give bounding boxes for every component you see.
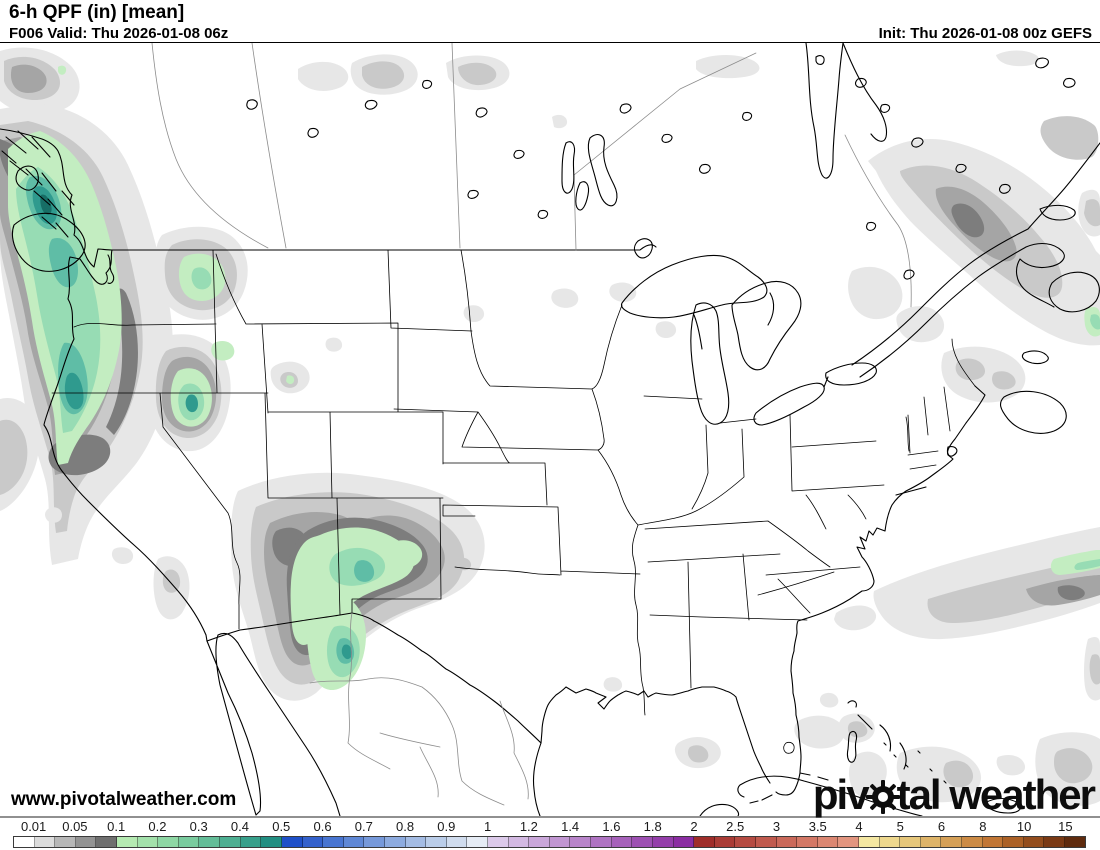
colorbar-cell [343,837,365,847]
colorbar-cell [549,837,571,847]
colorbar-cell [199,837,221,847]
colorbar-tick-label: 2 [690,819,698,834]
colorbar-cell [446,837,468,847]
colorbar-cell [55,837,76,847]
colorbar-tick-label: 4 [855,819,863,834]
colorbar-cell [220,837,241,847]
colorbar-tick-label: 1.8 [643,819,662,834]
pivotal-weather-logo: piv tal weather [812,771,1096,818]
colorbar-tick-label: 0.7 [354,819,373,834]
colorbar-tick-label: 2.5 [726,819,745,834]
colorbar-cell [982,837,1004,847]
colorbar-cell [467,837,489,847]
colorbar-cell [755,837,777,847]
colorbar-tick-label: 0.01 [20,819,47,834]
colorbar-cell [405,837,427,847]
colorbar-tick-label: 0.5 [272,819,291,834]
precipitation-map [0,43,1100,816]
colorbar-tick-label: 1.4 [561,819,580,834]
colorbar-tick-label: 8 [979,819,987,834]
colorbar-cell [34,837,56,847]
colorbar-tick-label: 5 [896,819,904,834]
colorbar-tick-label: 0.6 [313,819,332,834]
colorbar-cell [611,837,633,847]
colorbar-cell [137,837,159,847]
colorbar-tick-label: 3.5 [808,819,827,834]
colorbar: 0.01 0.05 0.1 0.2 0.3 0.4 0.5 0.6 0.7 0.8 0.9 1 1.2 1… [0,818,1100,850]
colorbar-cell [426,837,447,847]
colorbar-tick-label: 1 [483,819,492,834]
colorbar-cell [817,837,839,847]
colorbar-cell [1023,837,1045,847]
colorbar-tick-label: 0.8 [396,819,415,834]
colorbar-tick-label: 10 [1016,819,1032,834]
colorbar-tick-label: 0.4 [230,819,250,834]
gear-icon [865,780,900,814]
colorbar-tick-label: 6 [937,819,946,834]
colorbar-cell [1065,837,1085,847]
colorbar-tick-label: 0.9 [437,819,456,834]
header: 6-h QPF (in) [mean] F006 Valid: Thu 2026… [0,0,1100,42]
colorbar-cell [714,837,736,847]
colorbar-cell [364,837,385,847]
init-time-label: Init: Thu 2026-01-08 00z GEFS [878,25,1092,42]
colorbar-cell [488,837,509,847]
logo-text-prefix: piv [812,771,870,818]
colorbar-cell [694,837,715,847]
colorbar-scale [13,836,1086,848]
valid-time-label: F006 Valid: Thu 2026-01-08 06z [9,25,229,42]
colorbar-tick-label: 0.05 [62,819,88,834]
colorbar-cell [384,837,406,847]
colorbar-cell [879,837,901,847]
colorbar-cell [1044,837,1066,847]
colorbar-cell [735,837,756,847]
colorbar-cell [323,837,344,847]
colorbar-cell [281,837,303,847]
colorbar-cell [591,837,612,847]
colorbar-cell [652,837,674,847]
logo-text-suffix: tal weather [896,771,1096,818]
map-area: www.pivotalweather.com piv tal weather [0,42,1100,818]
colorbar-cell [508,837,530,847]
colorbar-tick-label: 0.3 [189,819,208,834]
colorbar-cell [920,837,942,847]
colorbar-cell [75,837,97,847]
colorbar-cell [158,837,179,847]
colorbar-tick-label: 3 [772,819,781,834]
colorbar-cell [838,837,859,847]
colorbar-tick-label: 1.2 [519,819,538,834]
colorbar-cell [302,837,324,847]
watermark: www.pivotalweather.com [11,789,237,810]
colorbar-cell [178,837,200,847]
colorbar-cell [570,837,592,847]
colorbar-cell [1003,837,1024,847]
colorbar-cell [941,837,963,847]
colorbar-cell [261,837,282,847]
colorbar-cell [776,837,798,847]
colorbar-tick-labels: 0.01 0.05 0.1 0.2 0.3 0.4 0.5 0.6 0.7 0.8 0.9 1 1.2 1… [0,819,1100,834]
colorbar-cell [797,837,818,847]
colorbar-cell [117,837,138,847]
page-title: 6-h QPF (in) [mean] [9,2,185,23]
colorbar-cell [900,837,921,847]
colorbar-cell [962,837,983,847]
colorbar-cell [632,837,653,847]
colorbar-cell [529,837,550,847]
colorbar-cell [673,837,695,847]
colorbar-cell [14,837,35,847]
colorbar-tick-label: 0.2 [148,819,167,834]
colorbar-tick-label: 0.1 [107,819,126,834]
colorbar-cell [858,837,880,847]
colorbar-cell [96,837,118,847]
colorbar-cell [240,837,262,847]
colorbar-tick-label: 1.6 [602,819,621,834]
colorbar-tick-label: 15 [1058,819,1073,834]
